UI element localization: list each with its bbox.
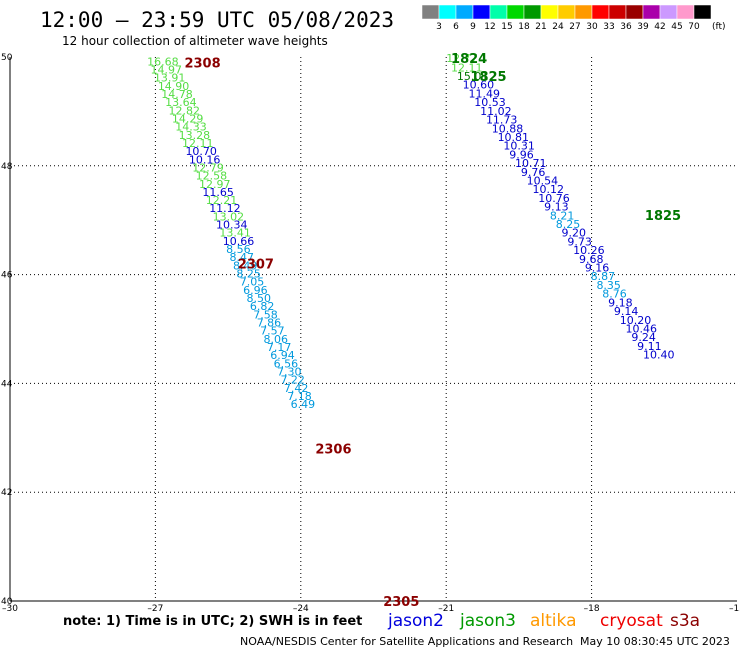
generated-timestamp: May 10 08:30:45 UTC 2023	[580, 635, 730, 648]
latitude-tick-label: 40	[1, 597, 13, 607]
legend-color-swatch	[473, 5, 490, 19]
map-title: 12:00 – 23:59 UTC 05/08/2023	[40, 8, 394, 32]
legend-value-label: 27	[569, 22, 580, 32]
legend-color-swatch	[524, 5, 541, 19]
legend-color-swatch	[609, 5, 626, 19]
latitude-tick-label: 50	[1, 53, 13, 63]
map-subtitle: 12 hour collection of altimeter wave hei…	[62, 34, 328, 48]
pass-number-label: 1825	[645, 209, 681, 224]
legend-color-swatch	[626, 5, 643, 19]
pass-number-label: 2305	[383, 595, 419, 610]
satellite-legend-entry: cryosat	[600, 611, 663, 631]
legend-color-swatch	[677, 5, 694, 19]
legend-value-label: 42	[654, 22, 665, 32]
legend-value-label: 70	[688, 22, 700, 32]
longitude-tick-label: –15	[729, 604, 740, 614]
satellite-legend: jason2 jason3 altika cryosat s3a	[387, 611, 700, 631]
wave-height-color-legend: 3 6 9 12 15 18 21 24 27 30 33 36 39 42 45 70 (ft)	[422, 5, 726, 32]
pass-number-label: 1825	[470, 70, 506, 85]
satellite-legend-entry: jason3	[459, 611, 516, 631]
satellite-legend-entry: jason2	[387, 611, 444, 631]
legend-value-label: 21	[535, 22, 546, 32]
longitude-tick-label: –24	[293, 604, 309, 614]
pass-number-label: 2306	[315, 443, 351, 458]
pass-number-label: 2307	[238, 258, 274, 273]
legend-value-label: 45	[671, 22, 682, 32]
legend-value-label: 15	[501, 22, 512, 32]
wave-height-label: 6.49	[291, 398, 316, 411]
legend-color-swatch	[558, 5, 575, 19]
latitude-tick-label: 48	[1, 162, 13, 172]
latitude-tick-labels: 50 48 46 44 42 40	[1, 53, 13, 607]
units-note: note: 1) Time is in UTC; 2) SWH is in fe…	[63, 614, 362, 629]
wave-height-label: 10.40	[643, 349, 675, 362]
legend-value-label: 30	[586, 22, 598, 32]
legend-color-swatch	[694, 5, 711, 19]
legend-value-label: 18	[518, 22, 530, 32]
legend-color-swatch	[592, 5, 609, 19]
legend-value-label: 24	[552, 22, 564, 32]
latitude-tick-label: 42	[1, 488, 12, 498]
longitude-tick-label: –18	[584, 604, 600, 614]
pass-number-label: 1824	[451, 52, 487, 67]
legend-unit-label: (ft)	[712, 22, 726, 32]
legend-color-swatch	[643, 5, 660, 19]
longitude-tick-label: –27	[147, 604, 163, 614]
satellite-legend-entry: s3a	[670, 611, 700, 631]
legend-value-label: 6	[453, 22, 459, 32]
legend-color-swatch	[439, 5, 456, 19]
legend-color-swatch	[541, 5, 558, 19]
legend-color-swatch	[456, 5, 473, 19]
latitude-tick-label: 44	[1, 379, 13, 389]
legend-value-label: 9	[470, 22, 476, 32]
altimeter-tracks: 16.6814.9713.9114.9014.7813.6412.8214.29…	[147, 52, 681, 610]
credit-line: NOAA/NESDIS Center for Satellite Applica…	[240, 635, 573, 648]
legend-value-label: 3	[436, 22, 442, 32]
latitude-tick-label: 46	[1, 271, 13, 281]
legend-color-swatch	[490, 5, 507, 19]
legend-color-swatch	[507, 5, 524, 19]
pass-number-label: 2308	[184, 56, 220, 71]
legend-color-swatch	[660, 5, 677, 19]
satellite-legend-entry: altika	[530, 611, 577, 631]
legend-value-label: 33	[603, 22, 614, 32]
legend-value-label: 39	[637, 22, 649, 32]
legend-value-label: 36	[620, 22, 632, 32]
legend-color-swatch	[422, 5, 439, 19]
legend-value-label: 12	[484, 22, 495, 32]
legend-color-swatch	[575, 5, 592, 19]
